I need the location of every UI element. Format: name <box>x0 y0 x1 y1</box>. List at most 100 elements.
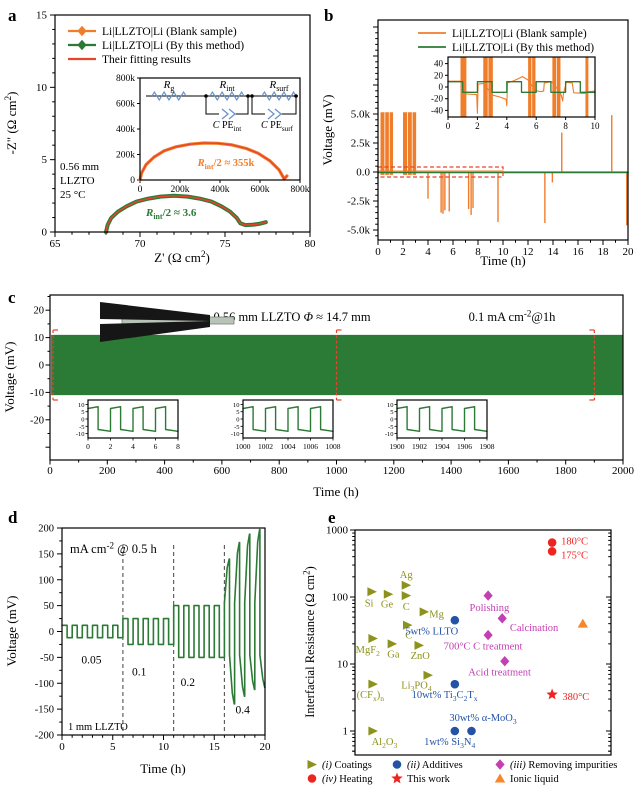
x-tick-label: 8 <box>475 246 481 258</box>
y-tick-label: 20 <box>34 306 45 317</box>
x-tick-label: 800 <box>271 465 288 477</box>
legend-label: (iii) Removing impurities <box>510 760 617 771</box>
coatings-point <box>414 640 424 650</box>
legend-label: Li|LLZTO|Li (By this method) <box>102 40 244 52</box>
coatings-point <box>401 580 412 590</box>
inset-y-tick-label: 600k <box>116 100 135 110</box>
legend-label: Li|LLZTO|Li (Blank sample) <box>102 26 237 38</box>
inset-frame <box>396 399 488 439</box>
inset-y-tick-label: -10 <box>385 431 394 438</box>
x-axis-label: Z' (Ω cm2) <box>154 250 210 265</box>
inset-y-tick-label: 10 <box>233 402 240 409</box>
point-label: Calcination <box>510 623 559 634</box>
y-tick-label: -10 <box>30 388 44 399</box>
panel-label-d: d <box>8 508 18 527</box>
resistor-zigzag <box>151 90 187 102</box>
point-label: Si <box>365 598 374 609</box>
inset-x-tick-label: 400k <box>211 185 230 195</box>
point-label: Ge <box>381 600 394 611</box>
inset-y-tick-label: -5 <box>388 424 393 431</box>
y-axis-label: Voltage (mV) <box>4 596 19 667</box>
y-tick-label: 5 <box>42 154 48 166</box>
inset-x-tick-label: 1904 <box>435 442 450 451</box>
point-label: Acid treatment <box>468 667 531 678</box>
inset-frame <box>87 399 179 439</box>
inset-x-tick-label: 6 <box>534 121 539 131</box>
inset-fit-red <box>139 142 288 181</box>
inset-y-tick-label: 10 <box>78 402 85 409</box>
resistor-label: Rsurf <box>268 79 288 93</box>
resistor-label: Rint <box>218 79 235 93</box>
y-tick-label: 1 <box>343 726 349 738</box>
heating-point <box>547 538 557 547</box>
inset-x-tick-label: 8 <box>176 442 180 451</box>
sample-note: 0.56 mm <box>60 161 100 173</box>
x-tick-label: 10 <box>498 246 510 258</box>
x-tick-label: 18 <box>598 246 610 258</box>
resistor-zigzag <box>261 90 297 102</box>
legend-marker <box>391 772 403 784</box>
inset-x-tick-label: 1000 <box>236 442 251 451</box>
x-tick-label: 6 <box>450 246 456 258</box>
panel-label-a: a <box>8 6 17 25</box>
y-tick-label: -100 <box>35 679 54 690</box>
inset-y-tick-label: -5 <box>234 424 239 431</box>
y-tick-label: 0.0 <box>356 167 370 179</box>
x-tick-label: 400 <box>156 465 173 477</box>
legend-marker <box>77 25 87 37</box>
y-axis-label: -Z" (Ω cm2) <box>4 92 19 155</box>
y-tick-label: 100 <box>332 592 349 604</box>
sample-note: 1 mm LLZTO <box>68 722 128 733</box>
panel-b-frame <box>377 19 629 241</box>
x-tick-label: 1800 <box>555 465 578 477</box>
zoom-region-box <box>377 166 504 178</box>
x-tick-label: 600 <box>214 465 231 477</box>
y-tick-label: 10 <box>34 333 45 344</box>
coatings-point <box>367 587 377 597</box>
panel-c-frame <box>49 294 624 461</box>
cpe-branch <box>251 96 297 115</box>
inset-x-tick-label: 4 <box>131 442 135 451</box>
inset-x-tick-label: 600k <box>251 185 270 195</box>
inset-frame <box>447 56 596 118</box>
current-density-note: 0.1 mA cm-2@1h <box>469 308 556 324</box>
legend-label: (iv) Heating <box>322 774 373 785</box>
removing-impurities-point <box>483 590 493 601</box>
cycling-band <box>51 334 623 396</box>
inset-y-tick-label: -10 <box>76 431 85 438</box>
y-axis-label: Voltage (mV) <box>320 95 335 166</box>
point-label: Polishing <box>470 603 510 614</box>
coatings-point <box>401 591 412 601</box>
additives-point <box>467 726 476 736</box>
legend-label: Ionic liquid <box>510 774 559 785</box>
y-tick-label: 10 <box>36 82 48 94</box>
inset-square-wave <box>87 405 179 433</box>
y-tick-label: 200 <box>38 524 54 535</box>
panel-label-c: c <box>8 288 16 307</box>
panel-label-b: b <box>324 6 334 25</box>
x-tick-label: 70 <box>135 238 147 250</box>
point-label: 10wt% Ti3C2Tx <box>412 690 478 703</box>
inset-y-tick-label: 0 <box>130 176 135 186</box>
inset-y-tick-label: -5 <box>79 424 84 431</box>
x-tick-label: 1200 <box>383 465 406 477</box>
x-tick-label: 1400 <box>440 465 463 477</box>
y-tick-label: -50 <box>40 653 54 664</box>
heating-point <box>547 547 557 556</box>
voltage-burst-band <box>403 112 417 175</box>
panel-d-rate-test-plot: -200 -150 -100 -50 0 50 100 150 200 0 5 10 15 20 Time … <box>4 524 271 777</box>
x-tick-label: 15 <box>209 741 221 753</box>
inset-y-tick-label: 0 <box>390 417 393 424</box>
y-tick-label: 1000 <box>326 525 349 537</box>
x-tick-label: 75 <box>220 238 232 250</box>
this-work-point <box>546 688 558 700</box>
cpe-label: C PEint <box>213 120 241 133</box>
inset-burst-band <box>585 57 589 117</box>
x-tick-label: 65 <box>50 238 62 250</box>
current-units-note: mA cm-2 @ 0.5 h <box>70 540 157 556</box>
point-label: Li3PO4 <box>401 680 432 693</box>
x-tick-label: 80 <box>305 238 317 250</box>
inset-x-tick-label: 1006 <box>303 442 318 451</box>
legend-label: (ii) Additives <box>407 760 463 771</box>
y-tick-label: 0 <box>49 627 54 638</box>
